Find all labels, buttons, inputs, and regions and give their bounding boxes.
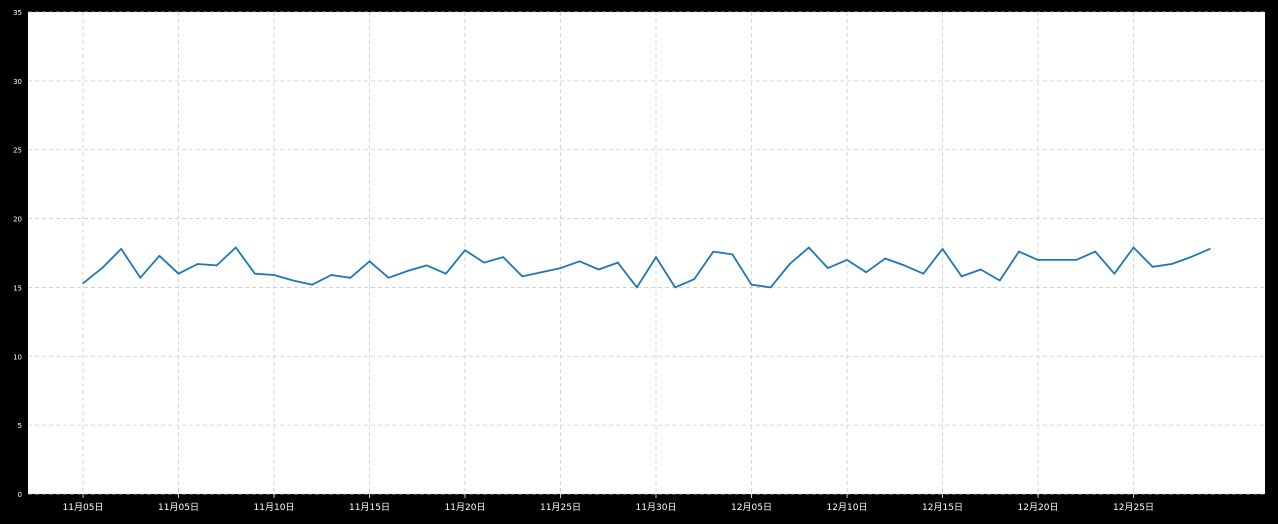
y-tick-label: 15 [13, 284, 22, 292]
x-tick-label: 11月25日 [540, 502, 581, 513]
data-point [865, 271, 867, 274]
data-point [979, 268, 982, 271]
x-tick-label: 11月30日 [636, 502, 677, 513]
data-point [769, 286, 772, 289]
x-tick-label: 11月20日 [445, 502, 486, 513]
data-point [215, 264, 218, 267]
data-point [655, 256, 657, 258]
x-tick-label: 12月10日 [827, 502, 868, 513]
data-point [292, 279, 294, 282]
data-point [177, 272, 180, 275]
data-point [903, 264, 906, 267]
data-point [1132, 246, 1135, 249]
data-point [368, 260, 371, 263]
data-point [1209, 248, 1211, 250]
data-point [788, 263, 791, 265]
x-tick-label: 11月15日 [349, 502, 390, 513]
data-point [540, 271, 543, 274]
data-point [578, 260, 581, 263]
series-line [82, 246, 1211, 289]
data-point [330, 274, 333, 276]
data-point [406, 270, 409, 272]
x-tick-label: 11月05日 [158, 502, 199, 513]
data-point [426, 264, 428, 267]
data-point [636, 286, 638, 289]
data-point [960, 275, 963, 278]
data-point [617, 261, 619, 264]
data-point [693, 278, 695, 280]
y-tick-label: 25 [13, 147, 22, 155]
data-point [1075, 259, 1077, 261]
data-point [674, 286, 676, 289]
data-point [1094, 250, 1097, 253]
axis-layer: 0 5 10 15 20 25 30 35 11月05日 11月05日 11月10日 11月15日 11… [13, 9, 1154, 513]
data-point [941, 248, 944, 250]
data-point [1151, 265, 1154, 268]
x-tick-label: 12月20日 [1018, 502, 1059, 513]
data-point [712, 250, 715, 253]
grid-layer [28, 11, 1265, 495]
data-point [139, 276, 142, 279]
x-tick-label: 12月15日 [922, 502, 963, 513]
data-point [464, 249, 466, 252]
data-point [235, 246, 237, 249]
data-point [101, 267, 103, 269]
y-tick-label: 30 [13, 78, 22, 86]
y-tick-label: 10 [13, 353, 22, 361]
data-point [483, 261, 485, 264]
data-point [158, 254, 161, 257]
data-point [387, 276, 390, 279]
data-point [196, 263, 199, 265]
data-point [884, 257, 886, 260]
y-tick-label: 20 [13, 216, 22, 224]
data-point [750, 283, 753, 286]
data-point [273, 274, 275, 276]
x-tick-label: 11月05日 [63, 502, 104, 513]
line-layer [82, 246, 1211, 289]
data-point [1113, 272, 1116, 275]
data-point [827, 267, 829, 269]
y-tick-label: 0 [18, 491, 22, 499]
data-point [1056, 259, 1058, 261]
data-point [311, 283, 314, 286]
data-point [1018, 250, 1020, 253]
data-point [597, 268, 600, 271]
data-point [1170, 263, 1173, 265]
data-point [521, 275, 524, 278]
data-point [808, 246, 810, 249]
data-point [999, 279, 1001, 282]
plot-background [28, 12, 1265, 494]
data-point [1037, 259, 1039, 261]
data-point [846, 259, 848, 261]
data-point [559, 267, 562, 269]
data-point [120, 248, 122, 250]
data-point [254, 272, 256, 275]
x-tick-label: 12月25日 [1113, 502, 1154, 513]
data-point [731, 253, 734, 256]
x-tick-label: 12月05日 [731, 502, 772, 513]
data-point [922, 272, 925, 275]
data-point [445, 272, 447, 275]
x-tick-label: 11月10日 [254, 502, 295, 513]
y-tick-label: 5 [18, 422, 22, 430]
data-point [349, 276, 352, 279]
y-tick-label: 35 [13, 9, 22, 17]
data-point [502, 256, 505, 258]
data-point [82, 282, 84, 285]
data-point [1190, 256, 1192, 258]
